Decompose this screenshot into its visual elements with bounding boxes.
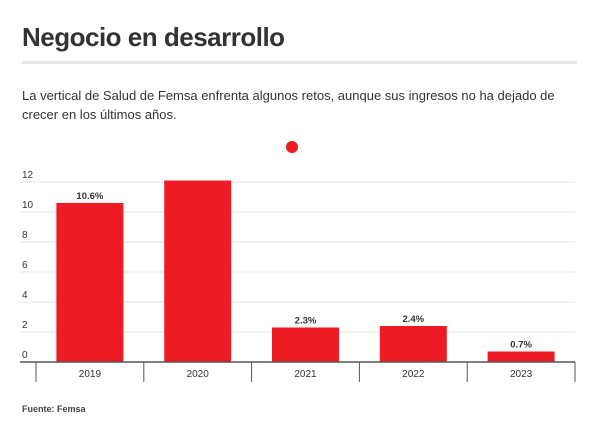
x-tick-label: 2021 [294, 369, 317, 380]
y-tick-label: 4 [22, 290, 28, 301]
y-tick-label: 10 [22, 200, 34, 211]
x-tick-label: 2022 [402, 369, 425, 380]
x-tick-label: 2019 [79, 369, 102, 380]
bar-2021 [272, 327, 339, 362]
x-tick-label: 2023 [510, 369, 533, 380]
data-label: 10.6% [76, 191, 103, 202]
x-tick-label: 2020 [187, 369, 210, 380]
bar-2022 [379, 326, 447, 362]
chart-subtitle: La vertical de Salud de Femsa enfrenta a… [22, 88, 555, 122]
data-label: 2.4% [402, 314, 424, 325]
y-tick-label: 8 [22, 230, 28, 241]
y-tick-label: 2 [22, 320, 28, 331]
marker-dot [286, 141, 298, 153]
data-label: 0.7% [510, 340, 532, 351]
source-note: Fuente: Femsa [22, 404, 86, 414]
chart-title: Negocio en desarrollo [22, 22, 285, 52]
y-tick-label: 0 [22, 350, 28, 361]
data-label: 2.3% [295, 316, 317, 327]
y-tick-label: 12 [22, 170, 34, 181]
y-tick-label: 6 [22, 260, 28, 271]
title-divider [22, 61, 577, 64]
bar-2019 [56, 203, 124, 362]
bar-2023 [487, 351, 555, 362]
bar-2020 [164, 180, 232, 362]
